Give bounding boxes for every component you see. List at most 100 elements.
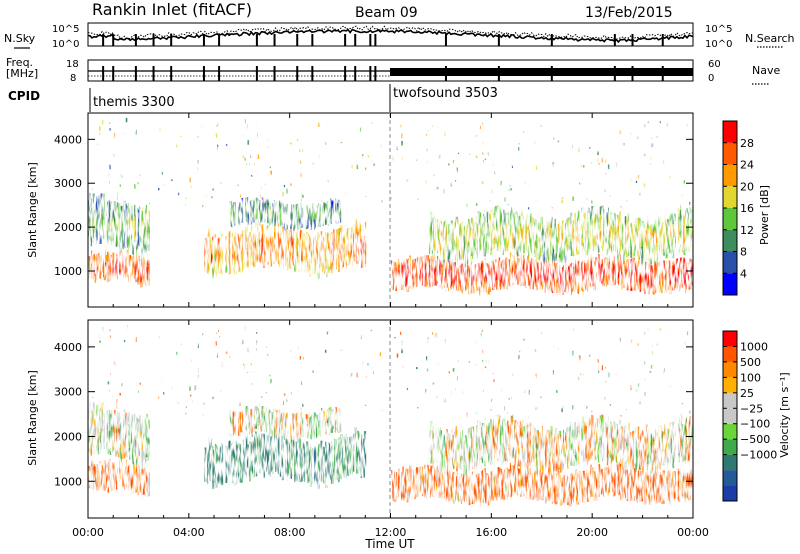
power-echo-cell	[91, 198, 94, 209]
velocity-echo-cell	[473, 487, 476, 493]
velocity-echo-cell	[549, 431, 552, 441]
power-echo-cell	[317, 264, 320, 280]
velocity-echo-cell	[264, 449, 267, 458]
power-echo-cell	[571, 242, 574, 249]
power-echo-cell	[678, 271, 681, 282]
velocity-echo-cell	[108, 458, 111, 465]
power-echo-cell	[108, 221, 111, 233]
power-echo-cell	[649, 254, 652, 265]
power-echo-cell	[102, 257, 105, 265]
power-echo-cell	[558, 245, 561, 258]
power-echo-cell	[115, 274, 118, 280]
power-echo-cell	[637, 238, 640, 249]
velocity-echo-cell	[632, 476, 636, 485]
power-echo-cell	[92, 193, 95, 203]
power-echo-cell	[358, 242, 362, 252]
power-echo-cell	[683, 272, 686, 280]
velocity-echo-cell	[581, 481, 584, 492]
power-echo-cell	[572, 271, 575, 277]
power-echo-cell	[626, 265, 629, 272]
power-echo-cell	[337, 205, 341, 212]
velocity-echo-cell	[115, 469, 118, 475]
power-echo-cell	[274, 254, 277, 262]
velocity-echo-cell	[515, 474, 518, 482]
power-echo-cell	[610, 276, 614, 285]
power-echo-cell	[327, 246, 330, 260]
power-echo-cell	[217, 238, 220, 246]
velocity-echo-cell	[278, 466, 282, 477]
power-echo-cell	[433, 223, 437, 234]
velocity-echo-cell	[633, 433, 636, 445]
velocity-echo-cell	[610, 486, 614, 496]
velocity-echo-cell	[473, 498, 476, 504]
velocity-echo-cell	[599, 440, 602, 449]
velocity-echo-cell	[449, 492, 452, 500]
power-echo-cell	[483, 248, 486, 257]
power-echo-cell	[675, 268, 678, 276]
velocity-echo-cell	[485, 483, 489, 489]
power-echo-cell	[450, 263, 454, 270]
power-echo-cell	[548, 284, 552, 291]
power-echo-cell	[344, 246, 347, 258]
power-echo-cell	[565, 286, 569, 294]
power-echo-cell	[456, 249, 459, 257]
power-echo-cell	[229, 221, 232, 227]
velocity-echo-cell	[233, 416, 236, 423]
velocity-echo-cell	[581, 447, 584, 456]
power-echo-cell	[438, 244, 441, 252]
power-echo-cell	[424, 270, 427, 279]
velocity-echo-cell	[632, 492, 636, 501]
power-echo-cell	[623, 279, 626, 287]
power-echo-cell	[275, 208, 279, 216]
power-echo-cell	[597, 212, 601, 223]
velocity-echo-cell	[540, 476, 543, 484]
power-echo-cell	[616, 254, 619, 262]
power-echo-cell	[463, 283, 466, 292]
power-echo-cell	[225, 236, 228, 246]
power-echo-cell	[147, 234, 150, 243]
power-echo-cell	[131, 220, 135, 232]
power-echo-cell	[616, 268, 619, 276]
power-echo-cell	[634, 261, 638, 272]
power-echo-cell	[254, 212, 257, 220]
power-echo-cell	[604, 188, 607, 193]
power-echo-cell	[400, 267, 404, 274]
power-echo-cell	[659, 217, 663, 225]
velocity-echo-cell	[610, 477, 614, 487]
power-echo-cell	[219, 253, 222, 262]
power-echo-cell	[456, 262, 460, 272]
power-echo-cell	[327, 207, 331, 214]
velocity-echo-cell	[295, 467, 298, 482]
power-echo-cell	[501, 283, 504, 289]
velocity-echo-cell	[459, 451, 462, 461]
power-echo-cell	[296, 241, 300, 257]
power-echo-cell	[532, 279, 535, 290]
power-echo-cell	[619, 130, 622, 135]
power-echo-cell	[113, 211, 116, 222]
velocity-echo-cell	[658, 471, 661, 480]
power-echo-cell	[292, 244, 295, 252]
velocity-echo-cell	[679, 486, 682, 496]
power-echo-cell	[514, 243, 517, 255]
power-echo-cell	[439, 240, 443, 250]
power-echo-cell	[500, 180, 502, 186]
velocity-echo-cell	[217, 462, 220, 470]
power-echo-cell	[554, 218, 557, 227]
power-echo-cell	[466, 230, 469, 240]
power-echo-cell	[536, 234, 539, 249]
power-echo-cell	[547, 268, 550, 275]
velocity-echo-cell	[131, 452, 135, 465]
velocity-echo-cell	[235, 475, 238, 484]
velocity-echo-cell	[108, 481, 111, 487]
velocity-echo-cell	[479, 477, 482, 485]
velocity-echo-cell	[304, 457, 307, 470]
power-echo-cell	[436, 186, 439, 190]
velocity-echo-cell	[479, 499, 482, 507]
power-echo-cell	[95, 210, 98, 220]
power-echo-cell	[454, 240, 457, 251]
power-echo-cell	[262, 214, 266, 219]
power-echo-cell	[397, 281, 400, 287]
power-echo-cell	[624, 216, 627, 229]
velocity-echo-cell	[102, 402, 105, 418]
power-echo-cell	[274, 210, 277, 219]
